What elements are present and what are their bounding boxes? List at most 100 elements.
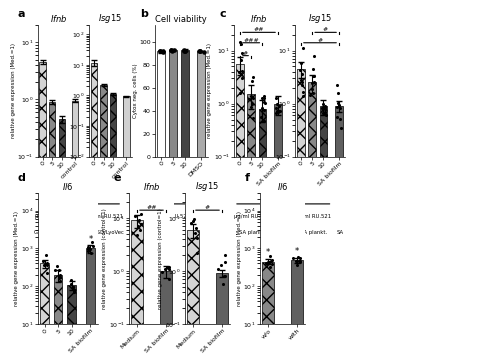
Point bbox=[298, 93, 306, 99]
Point bbox=[321, 103, 329, 109]
Text: b: b bbox=[140, 9, 148, 19]
Point bbox=[293, 262, 301, 268]
Text: e: e bbox=[114, 173, 122, 183]
Point bbox=[294, 254, 302, 260]
Point bbox=[44, 270, 52, 275]
Text: f: f bbox=[245, 173, 250, 183]
Point bbox=[220, 252, 228, 258]
Point bbox=[234, 69, 242, 75]
Bar bbox=[158, 51, 165, 157]
Bar bbox=[258, 109, 266, 360]
Point bbox=[84, 248, 92, 254]
Text: G3-YSD/LyoVec: G3-YSD/LyoVec bbox=[34, 230, 72, 235]
Point bbox=[245, 96, 253, 102]
Text: *: * bbox=[88, 235, 92, 244]
Point bbox=[54, 275, 62, 281]
Bar bbox=[40, 62, 46, 360]
Point bbox=[56, 278, 64, 284]
Point bbox=[214, 266, 222, 272]
Point bbox=[274, 109, 281, 115]
Point bbox=[42, 252, 50, 257]
Bar bbox=[274, 104, 281, 360]
Point bbox=[272, 101, 280, 107]
Point bbox=[136, 211, 144, 217]
Bar bbox=[187, 230, 199, 360]
Point bbox=[191, 230, 199, 235]
Bar bbox=[320, 106, 327, 360]
Point bbox=[296, 67, 304, 72]
Point bbox=[219, 281, 227, 287]
Point bbox=[300, 89, 308, 95]
Y-axis label: Cytox neg. cells (%): Cytox neg. cells (%) bbox=[133, 64, 138, 118]
Point bbox=[260, 100, 268, 106]
Point bbox=[272, 95, 280, 101]
Y-axis label: relative gene expression (Med.=1): relative gene expression (Med.=1) bbox=[14, 211, 20, 306]
Point bbox=[309, 66, 317, 72]
Point bbox=[156, 49, 164, 54]
Point bbox=[156, 48, 164, 54]
Point bbox=[86, 246, 94, 252]
Y-axis label: relative gene expression (Med.=1): relative gene expression (Med.=1) bbox=[208, 44, 212, 138]
Point bbox=[52, 267, 60, 273]
Text: c: c bbox=[220, 9, 226, 19]
Point bbox=[310, 73, 318, 79]
Point bbox=[246, 104, 254, 110]
Bar bbox=[58, 119, 64, 360]
Point bbox=[298, 82, 306, 87]
Point bbox=[164, 264, 172, 270]
Point bbox=[188, 219, 196, 224]
Bar bbox=[54, 275, 62, 360]
Text: SA: SA bbox=[276, 230, 282, 235]
Point bbox=[248, 95, 256, 101]
Y-axis label: relative gene expression (control=1): relative gene expression (control=1) bbox=[102, 208, 108, 309]
Point bbox=[266, 258, 274, 264]
Bar bbox=[110, 94, 116, 360]
Title: $\it{Ifnb}$: $\it{Ifnb}$ bbox=[142, 181, 160, 192]
Point bbox=[319, 110, 327, 116]
Bar bbox=[262, 261, 274, 360]
Y-axis label: relative gene expression (Med.=1): relative gene expression (Med.=1) bbox=[237, 211, 242, 306]
Point bbox=[272, 105, 280, 111]
Point bbox=[322, 112, 330, 118]
Text: #: # bbox=[243, 51, 248, 56]
Point bbox=[42, 261, 50, 267]
Point bbox=[310, 79, 318, 85]
Text: µg/ml RU.521: µg/ml RU.521 bbox=[296, 215, 332, 219]
Point bbox=[134, 224, 142, 229]
Point bbox=[260, 118, 268, 124]
Point bbox=[84, 244, 92, 250]
Point bbox=[268, 261, 276, 267]
Point bbox=[306, 93, 314, 98]
Point bbox=[248, 102, 256, 107]
Point bbox=[276, 108, 284, 113]
Point bbox=[258, 95, 266, 101]
Point bbox=[249, 75, 257, 80]
Point bbox=[182, 48, 190, 54]
Point bbox=[200, 49, 207, 54]
Bar bbox=[198, 51, 205, 157]
Point bbox=[299, 45, 307, 51]
Point bbox=[238, 50, 246, 56]
Point bbox=[40, 262, 48, 268]
Point bbox=[321, 104, 329, 110]
Text: ##: ## bbox=[146, 205, 157, 210]
Text: G3-YSD/LyoVec: G3-YSD/LyoVec bbox=[86, 230, 124, 235]
Text: *: * bbox=[295, 247, 299, 256]
Point bbox=[266, 253, 274, 259]
Point bbox=[260, 99, 268, 105]
Bar bbox=[40, 264, 49, 360]
Point bbox=[170, 47, 178, 53]
Text: SA plankt.: SA plankt. bbox=[239, 230, 266, 235]
Title: $\it{Isg15}$: $\it{Isg15}$ bbox=[196, 180, 220, 193]
Point bbox=[296, 259, 304, 265]
Title: $\it{Ifnb}$: $\it{Ifnb}$ bbox=[50, 13, 68, 24]
Point bbox=[131, 213, 139, 219]
Point bbox=[136, 221, 144, 227]
Point bbox=[196, 49, 203, 54]
Text: #: # bbox=[318, 38, 322, 43]
Point bbox=[159, 49, 167, 54]
Point bbox=[70, 287, 78, 293]
Point bbox=[336, 105, 344, 111]
Text: µg/ml RU.521: µg/ml RU.521 bbox=[154, 215, 190, 219]
Point bbox=[264, 258, 272, 264]
